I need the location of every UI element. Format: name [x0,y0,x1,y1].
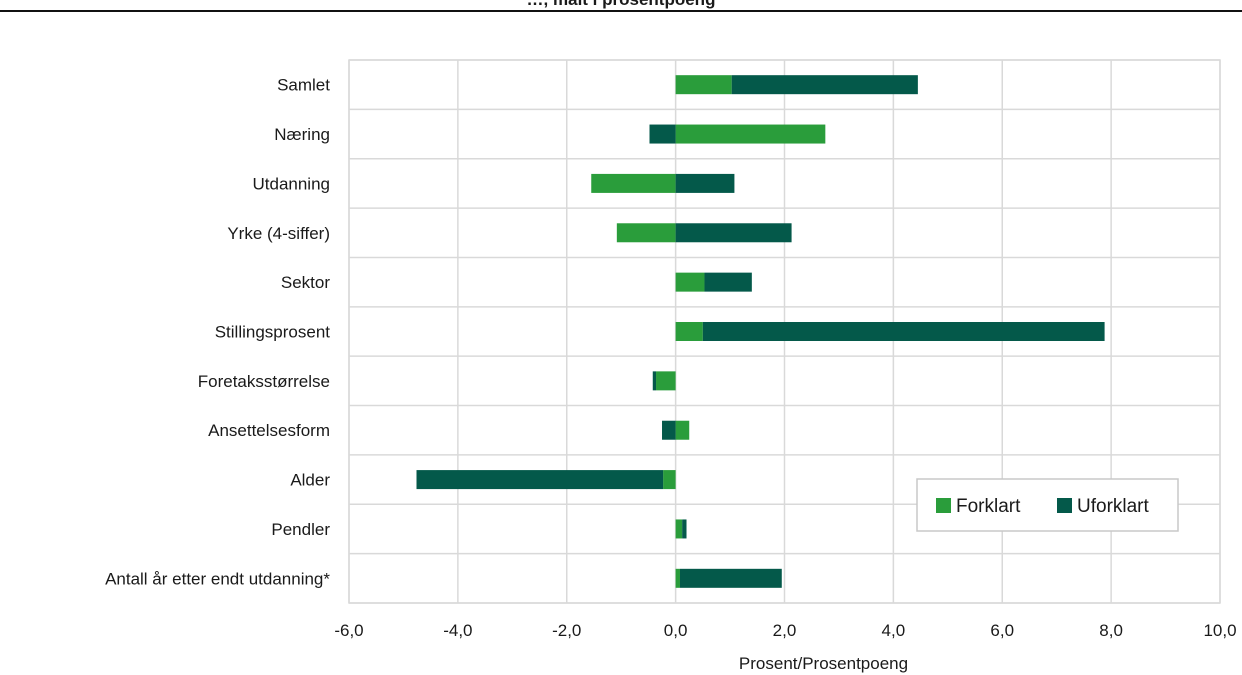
bar-forklart-2 [591,173,676,193]
category-label-6: Foretaksstørrelse [198,372,330,391]
category-label-8: Alder [290,471,330,490]
legend-swatch-uforklart [1057,498,1072,513]
x-tick-label-4: 2,0 [773,621,797,640]
x-tick-label-3: 0,0 [664,621,688,640]
category-label-4: Sektor [281,273,330,292]
bar-forklart-5 [675,322,703,341]
x-tick-labels: -6,0 -4,0 -2,0 0,0 2,0 4,0 6,0 8,0 10,0 [334,621,1236,640]
plot-frame [348,59,1221,604]
x-axis-title: Prosent/Prosentpoeng [739,654,908,673]
bar-uforklart-1 [649,124,676,144]
category-label-5: Stillingsprosent [215,323,331,342]
category-labels: Samlet Næring Utdanning Yrke (4-siffer) Sekt… [105,76,330,589]
x-tick-label-0: -6,0 [334,621,363,640]
x-tick-label-5: 4,0 [882,621,906,640]
bar-uforklart-7 [662,420,676,440]
bar-uforklart-5 [702,322,1105,341]
x-tick-label-8: 10,0 [1203,621,1236,640]
legend-label-forklart: Forklart [956,496,1021,517]
header: …, målt i prosentpoeng [0,0,1242,12]
bar-forklart-6 [656,371,676,391]
bar-uforklart-2 [675,173,735,193]
category-label-3: Yrke (4-siffer) [227,224,330,243]
bar-uforklart-3 [675,223,792,243]
bars-layer [416,75,1105,588]
bar-uforklart-9 [682,519,687,539]
category-label-0: Samlet [277,76,330,95]
bar-uforklart-0 [731,75,918,95]
bar-forklart-8 [663,470,676,490]
bar-forklart-10 [675,568,680,588]
bar-forklart-0 [675,75,732,95]
header-title-text: …, målt i prosentpoeng [520,0,722,9]
bar-uforklart-4 [704,272,752,292]
legend: Forklart Uforklart [916,478,1179,532]
category-label-1: Næring [274,125,330,144]
header-title: …, målt i prosentpoeng [0,0,1242,10]
x-tick-label-6: 6,0 [990,621,1014,640]
bar-forklart-9 [675,519,683,539]
bar-forklart-3 [616,223,676,243]
category-label-2: Utdanning [252,174,330,193]
legend-box [916,478,1179,532]
x-tick-label-2: -2,0 [552,621,581,640]
bar-uforklart-8 [416,470,664,490]
category-label-7: Ansettelsesform [208,421,330,440]
x-tick-label-7: 8,0 [1099,621,1123,640]
x-tick-label-1: -4,0 [443,621,472,640]
bar-uforklart-10 [679,568,782,588]
bar-forklart-1 [675,124,826,144]
bar-uforklart-6 [652,371,657,391]
legend-swatch-forklart [936,498,951,513]
bar-forklart-7 [675,420,690,440]
category-label-9: Pendler [271,520,330,539]
bar-forklart-4 [675,272,705,292]
category-label-10: Antall år etter endt utdanning* [105,569,330,588]
header-rule [0,10,1242,12]
legend-label-uforklart: Uforklart [1077,496,1150,517]
